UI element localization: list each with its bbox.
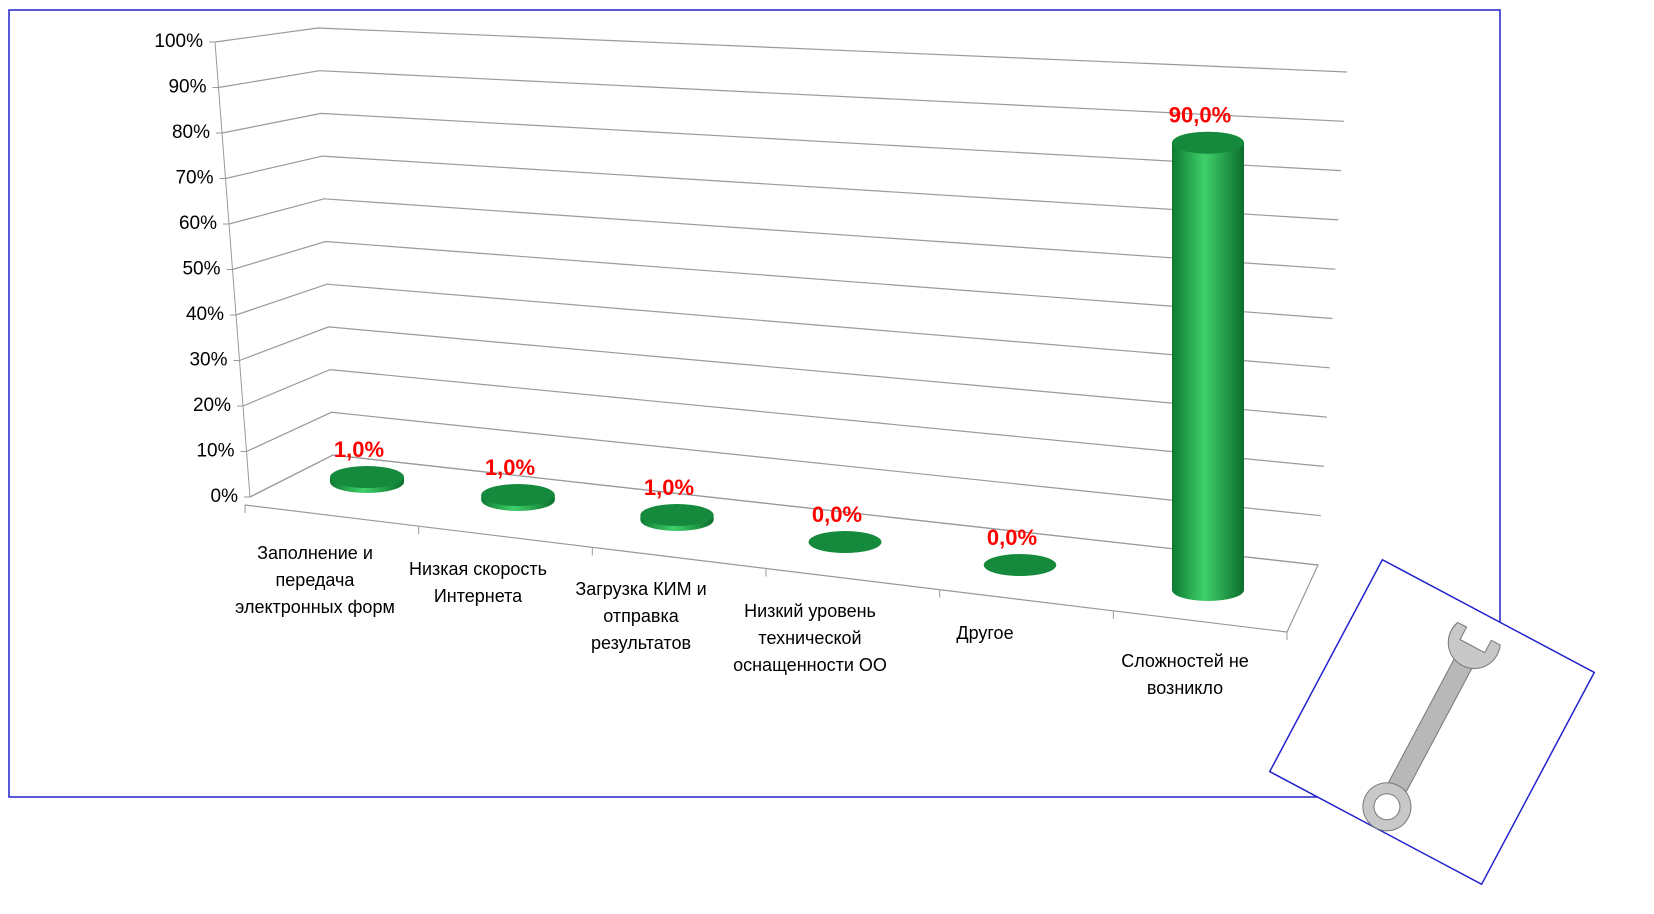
grid-line bbox=[228, 198, 1336, 270]
y-tick-label: 10% bbox=[196, 441, 234, 462]
x-tick-label: Другое bbox=[956, 623, 1014, 643]
grid-line bbox=[218, 70, 1345, 122]
x-tick-label: Загрузка КИМ и отправка результатов bbox=[575, 579, 707, 653]
bar-top bbox=[983, 554, 1057, 576]
y-tick-label: 60% bbox=[179, 213, 217, 234]
grid-line bbox=[242, 368, 1324, 467]
bar-top bbox=[1172, 131, 1244, 154]
bar-top bbox=[330, 466, 404, 489]
y-tick-label: 40% bbox=[186, 304, 224, 325]
y-tick-label: 100% bbox=[154, 31, 203, 52]
y-tick-label: 80% bbox=[172, 122, 210, 143]
grid-line bbox=[239, 326, 1327, 418]
value-label: 0,0% bbox=[987, 525, 1037, 550]
grid-line bbox=[235, 283, 1330, 369]
y-tick-label: 30% bbox=[189, 350, 227, 371]
bar bbox=[1172, 142, 1244, 601]
wrench-picture bbox=[1268, 558, 1596, 886]
y-tick-label: 0% bbox=[211, 486, 239, 507]
grid-line bbox=[221, 112, 1342, 172]
bar-top bbox=[808, 531, 882, 553]
value-label: 0,0% bbox=[812, 502, 862, 527]
y-tick-label: 50% bbox=[182, 259, 220, 280]
value-label: 1,0% bbox=[334, 437, 384, 462]
bar-top bbox=[481, 484, 555, 507]
y-tick-label: 90% bbox=[168, 77, 206, 98]
grid-line bbox=[249, 454, 1319, 566]
bar-top bbox=[640, 504, 714, 527]
value-label: 1,0% bbox=[644, 475, 694, 500]
grid-line bbox=[246, 411, 1321, 517]
value-label: 90,0% bbox=[1169, 103, 1231, 128]
y-tick-label: 70% bbox=[175, 168, 213, 189]
value-label: 1,0% bbox=[485, 455, 535, 480]
y-tick-label: 20% bbox=[193, 395, 231, 416]
x-tick-label: Низкая скорость Интернета bbox=[408, 559, 548, 606]
grid-line bbox=[232, 240, 1333, 320]
x-tick-label: Низкий уровень технической оснащенности … bbox=[733, 601, 887, 675]
grid-line bbox=[214, 27, 1348, 73]
grid-line bbox=[225, 155, 1339, 221]
x-tick-label: Заполнение и передача электронных форм bbox=[235, 543, 395, 617]
chart-frame bbox=[8, 9, 1501, 798]
x-tick-label: Сложностей не возникло bbox=[1121, 651, 1249, 698]
